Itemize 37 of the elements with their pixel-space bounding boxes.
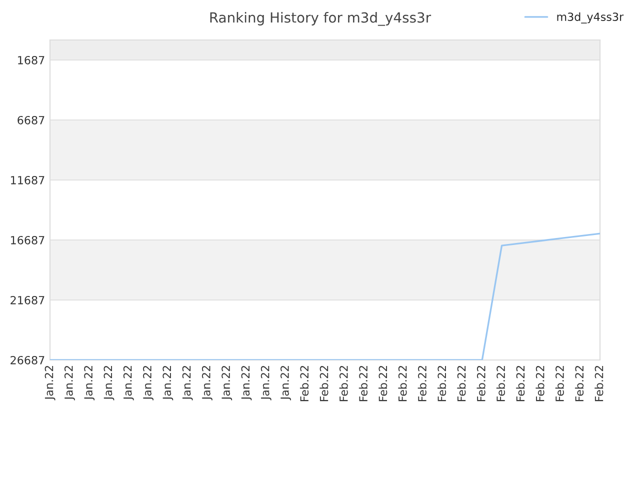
x-tick-label: Jan.22: [280, 366, 292, 400]
x-tick-label: Feb.22: [536, 366, 544, 402]
x-tick-label: Jan.22: [260, 366, 272, 400]
x-tick-label: Feb.22: [437, 366, 446, 402]
x-tick-label: Feb.22: [594, 366, 604, 402]
x-tick-label: Jan.22: [123, 366, 134, 400]
x-tick-label: Feb.22: [476, 366, 486, 402]
x-tick-label: Feb.22: [574, 366, 584, 402]
x-tick-label: Feb.22: [457, 366, 466, 402]
y-tick-label: 1687: [18, 56, 44, 64]
x-tick-label: Jan.22: [222, 366, 232, 400]
chart-title: Ranking History for m3d_y4ss3r: [210, 12, 432, 26]
y-tick-label: 21687: [10, 296, 44, 304]
x-tick-label: Feb.22: [555, 366, 564, 402]
x-tick-label: Feb.22: [398, 366, 407, 402]
x-tick-label: Jan.22: [162, 366, 174, 400]
x-tick-label: Jan.22: [64, 366, 75, 400]
x-tick-label: Feb.22: [378, 366, 388, 402]
x-tick-label: Jan.22: [241, 366, 252, 400]
y-tick-label: 6687: [18, 116, 44, 124]
y-tick-label: 11687: [11, 176, 44, 184]
x-tick-label: Jan.22: [202, 366, 212, 400]
x-tick-label: Jan.22: [143, 366, 154, 400]
x-tick-label: Feb.22: [320, 366, 328, 402]
x-tick-label: Jan.22: [44, 366, 56, 400]
y-tick-label: 16687: [11, 236, 44, 244]
x-tick-label: Jan.22: [84, 366, 95, 400]
x-tick-label: Feb.22: [418, 366, 426, 402]
x-tick-label: Feb.22: [496, 366, 506, 402]
x-tick-label: Feb.22: [339, 366, 348, 402]
x-tick-label: Jan.22: [182, 366, 193, 400]
y-tick-label: 26687: [10, 356, 44, 364]
x-tick-label: Jan.22: [104, 366, 114, 400]
legend-label: m3d_y4ss3r: [557, 12, 624, 24]
x-tick-label: Feb.22: [358, 366, 368, 402]
x-tick-label: Feb.22: [516, 366, 525, 402]
x-tick-label: Feb.22: [300, 366, 309, 402]
